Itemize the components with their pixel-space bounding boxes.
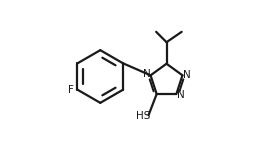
Text: N: N bbox=[177, 90, 185, 100]
Text: HS: HS bbox=[136, 111, 151, 121]
Text: N: N bbox=[183, 70, 191, 80]
Text: N: N bbox=[143, 69, 151, 79]
Text: F: F bbox=[68, 85, 74, 95]
